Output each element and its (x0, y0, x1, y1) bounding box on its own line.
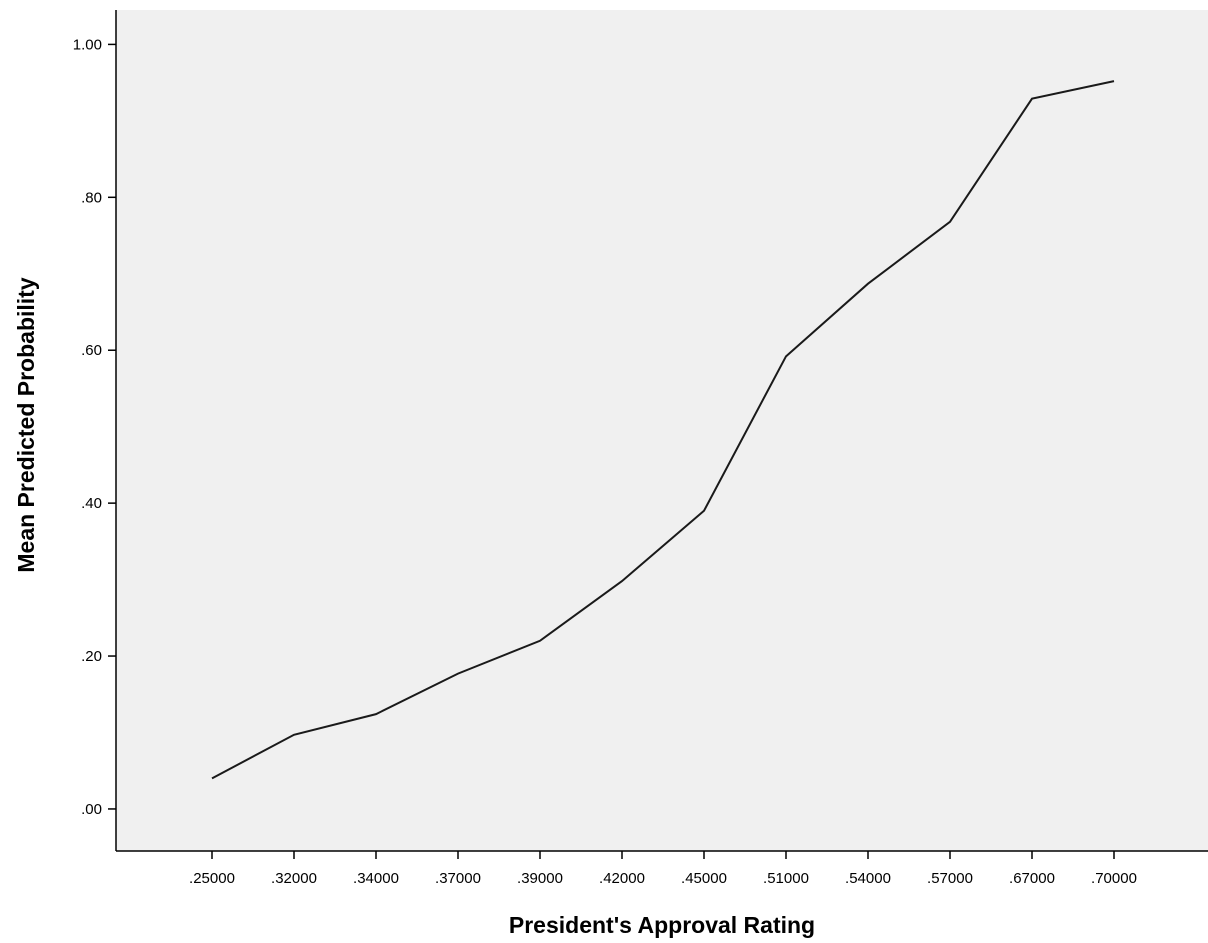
x-axis-ticks: .25000 .32000 .34000 .37000 .39000 .42000 .450… (189, 851, 1137, 887)
y-tick-label: 1.00 (73, 36, 102, 53)
x-tick-label: .37000 (435, 870, 481, 887)
x-tick-label: .42000 (599, 870, 645, 887)
y-tick-label: .40 (81, 495, 102, 512)
y-tick-label: .20 (81, 648, 102, 665)
x-tick-label: .39000 (517, 870, 563, 887)
y-tick-label: .60 (81, 342, 102, 359)
series-line (211, 80, 1115, 780)
x-tick-label: .54000 (845, 870, 891, 887)
x-tick-label: .57000 (927, 870, 973, 887)
x-tick-label: .32000 (271, 870, 317, 887)
x-tick-label: .34000 (353, 870, 399, 887)
x-tick-label: .45000 (681, 870, 727, 887)
x-tick-label: .67000 (1009, 870, 1055, 887)
x-tick-label: .70000 (1091, 870, 1137, 887)
y-axis-ticks: .00 .20 .40 .60 .80 1.00 (73, 36, 116, 818)
y-axis-title: Mean Predicted Probability (13, 277, 39, 572)
x-tick-label: .51000 (763, 870, 809, 887)
y-tick-label: .00 (81, 801, 102, 818)
x-axis-title: President's Approval Rating (509, 912, 815, 938)
x-tick-label: .25000 (189, 870, 235, 887)
plot-area (116, 10, 1208, 851)
y-tick-label: .80 (81, 189, 102, 206)
